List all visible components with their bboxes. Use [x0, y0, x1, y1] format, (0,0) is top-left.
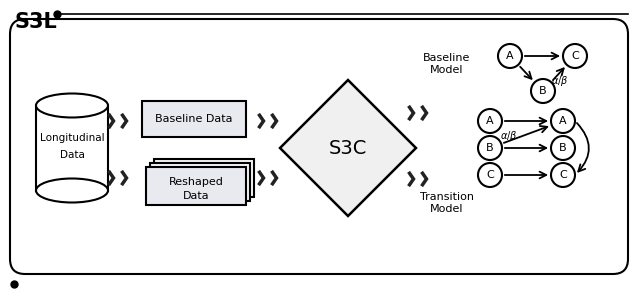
Text: S3L: S3L — [14, 12, 57, 32]
Text: B: B — [486, 143, 494, 153]
Text: A: A — [559, 116, 567, 126]
Circle shape — [478, 136, 502, 160]
Text: C: C — [559, 170, 567, 180]
Text: Reshaped: Reshaped — [168, 177, 223, 187]
Ellipse shape — [36, 94, 108, 118]
Polygon shape — [280, 80, 416, 216]
Circle shape — [531, 79, 555, 103]
Text: A: A — [486, 116, 494, 126]
Circle shape — [551, 136, 575, 160]
Text: C: C — [486, 170, 494, 180]
FancyBboxPatch shape — [150, 163, 250, 201]
Text: Longitudinal: Longitudinal — [40, 133, 104, 143]
Text: Data: Data — [182, 191, 209, 201]
Circle shape — [551, 109, 575, 133]
Text: $\alpha/\beta$: $\alpha/\beta$ — [551, 74, 568, 88]
Text: Data: Data — [60, 150, 84, 160]
Circle shape — [498, 44, 522, 68]
Circle shape — [563, 44, 587, 68]
Circle shape — [478, 109, 502, 133]
Circle shape — [551, 163, 575, 187]
Text: Transition
Model: Transition Model — [420, 192, 474, 214]
Text: A: A — [506, 51, 514, 61]
FancyBboxPatch shape — [10, 19, 628, 274]
Circle shape — [478, 163, 502, 187]
FancyArrowPatch shape — [577, 123, 589, 171]
Text: B: B — [539, 86, 547, 96]
FancyBboxPatch shape — [146, 167, 246, 205]
Text: B: B — [559, 143, 567, 153]
Text: C: C — [571, 51, 579, 61]
Text: Baseline
Model: Baseline Model — [423, 53, 470, 75]
Text: Baseline Data: Baseline Data — [156, 114, 233, 124]
FancyBboxPatch shape — [154, 159, 254, 197]
Text: $\alpha/\beta$: $\alpha/\beta$ — [500, 129, 518, 143]
Ellipse shape — [36, 178, 108, 202]
Text: S3C: S3C — [329, 139, 367, 157]
FancyBboxPatch shape — [142, 101, 246, 137]
